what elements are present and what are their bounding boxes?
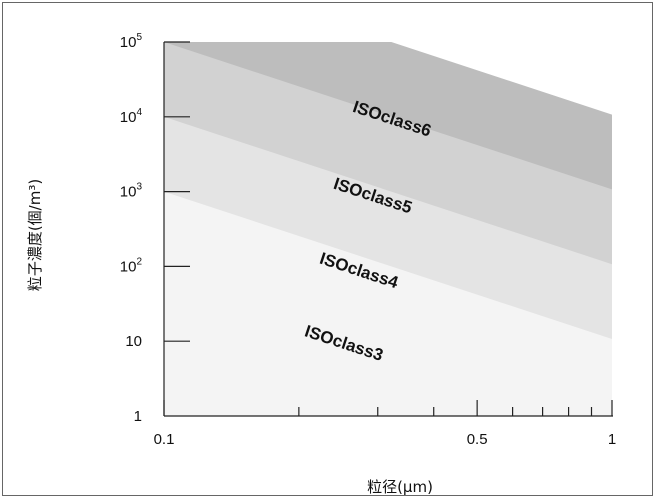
y-tick-label: 102 [120, 256, 143, 275]
band-isoclass3 [164, 191, 612, 416]
iso-class-bands [164, 42, 612, 416]
y-tick-label: 10 [125, 333, 142, 350]
x-tick-label: 1 [608, 431, 616, 448]
y-tick-label: 104 [120, 107, 143, 126]
x-tick-label: 0.5 [467, 431, 488, 448]
x-axis-ticks: 0.1 0.5 1 [154, 400, 616, 448]
y-axis-title: 粒子濃度(個/m³) [26, 179, 44, 291]
axes [163, 42, 613, 417]
y-tick-label: 1 [134, 408, 142, 425]
y-tick-label: 103 [120, 182, 143, 201]
x-axis-title: 粒径(μm) [367, 478, 433, 496]
y-tick-label: 105 [120, 32, 143, 51]
x-tick-label: 0.1 [154, 431, 175, 448]
